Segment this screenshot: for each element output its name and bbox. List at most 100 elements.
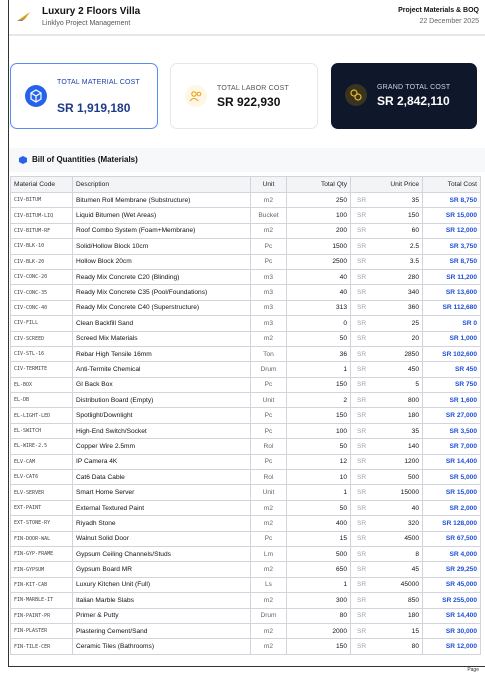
material-code: CIV-CONC-20 [10,268,73,286]
currency: SR [357,612,367,620]
price-amount: 320 [407,519,419,527]
total-cost: SR 112,680 [422,299,481,317]
table-row: ELV-CAT6 Cat6 Data Cable Rol 10 SR 500 SR 5,00… [10,469,481,486]
price-amount: 45000 [400,581,419,589]
unit-price: SR 2.5 [350,238,423,255]
price-amount: 35 [411,196,419,204]
description: Ready Mix Concrete C35 (Pool/Foundations… [72,284,251,301]
quantity: 80 [286,607,351,624]
price-amount: 450 [407,365,419,373]
section-header [9,148,485,172]
description: Ready Mix Concrete C40 (Superstructure) [72,299,251,317]
quantity: 50 [286,438,351,455]
description: Ceramic Tiles (Bathrooms) [72,638,251,655]
material-code: CIV-FILL [10,315,73,332]
currency: SR [357,212,367,220]
total-cost: SR 12,000 [422,222,481,240]
material-code: CIV-SCREED [10,330,73,347]
table-body: CIV-BITUM Bitumen Roll Membrane (Substruc… [10,191,481,655]
currency: SR [357,427,367,435]
icon [25,85,47,107]
quantity: 40 [286,268,351,286]
icon [345,84,367,106]
description: Walnut Solid Door [72,530,251,547]
material-code: EL-LIGHT-LED [10,407,73,424]
quantity: 1 [286,361,351,378]
material-code: ELV-SERVER [10,484,73,501]
currency: SR [357,227,367,235]
total-cost: SR 255,000 [422,592,481,609]
total-cost: SR 7,000 [422,438,481,455]
price-amount: 4500 [404,535,419,543]
description: Luxury Kitchen Unit (Full) [72,576,251,594]
material-code: CIV-BITUM-LIQ [10,207,73,224]
currency: SR [357,596,367,604]
unit-price: SR 180 [350,407,423,424]
section-title: Bill of Quantities (Materials) [32,155,138,164]
quantity: 100 [286,207,351,224]
grand-total-card: GRAND TOTAL COST SR 2,842,110 [331,63,477,129]
price-amount: 850 [407,596,419,604]
description: Spotlight/Downlight [72,407,251,424]
total-cost: SR 750 [422,376,481,394]
unit: m3 [250,268,287,286]
table-row: FIN-DOOR-WAL Walnut Solid Door Pc 15 SR 4500 S… [10,530,481,547]
quantity: 50 [286,330,351,347]
unit: Drum [250,607,287,624]
total-cost: SR 128,000 [422,515,481,532]
total-cost: SR 1,600 [422,392,481,409]
price-amount: 360 [407,304,419,312]
total-cost: SR 14,400 [422,607,481,624]
description: Bitumen Roll Membrane (Substructure) [72,191,251,209]
unit-price: SR 150 [350,207,423,224]
labor-cost-card: TOTAL LABOR COST SR 922,930 [170,63,318,129]
material-cost-card: TOTAL MATERIAL COST SR 1,919,180 [10,63,158,129]
unit: Pc [250,530,287,547]
currency: SR [357,627,367,635]
unit-price: SR 40 [350,499,423,517]
table-row: FIN-GYPSUM Gypsum Board MR m2 650 SR 45 SR 29,… [10,561,481,578]
quantity: 15 [286,530,351,547]
material-code: EL-WIRE-2.5 [10,438,73,455]
unit: m2 [250,499,287,517]
currency: SR [357,643,367,651]
unit-price: SR 35 [350,191,423,209]
unit: Pc [250,238,287,255]
page-frame [8,0,485,667]
unit: m3 [250,315,287,332]
description: Anti-Termite Chemical [72,361,251,378]
price-amount: 45 [411,566,419,574]
currency: SR [357,489,367,497]
table-row: EL-DB Distribution Board (Empty) Unit 2 SR 80… [10,392,481,409]
currency: SR [357,350,367,358]
unit-price: SR 25 [350,315,423,332]
description: Primer & Putty [72,607,251,624]
description: Italian Marble Slabs [72,592,251,609]
material-code: CIV-CONC-40 [10,299,73,317]
unit-price: SR 20 [350,330,423,347]
description: Solid/Hollow Block 10cm [72,238,251,255]
price-amount: 800 [407,396,419,404]
unit: Drum [250,361,287,378]
description: Screed Mix Materials [72,330,251,347]
material-code: CIV-CONC-35 [10,284,73,301]
description: High-End Switch/Socket [72,422,251,440]
table-row: CIV-BLK-10 Solid/Hollow Block 10cm Pc 1500 S… [10,238,481,255]
quantity: 0 [286,315,351,332]
unit-price: SR 60 [350,222,423,240]
material-code: EL-BOX [10,376,73,394]
table-row: CIV-BLK-20 Hollow Block 20cm Pc 2500 SR 3.5 SR… [10,253,481,270]
quantity: 150 [286,376,351,394]
total-cost: SR 15,000 [422,207,481,224]
description: Clean Backfill Sand [72,315,251,332]
material-code: EL-DB [10,392,73,409]
unit-price: SR 850 [350,592,423,609]
material-code: ELV-CAT6 [10,469,73,486]
unit: m3 [250,284,287,301]
unit-price: SR 35 [350,422,423,440]
description: Rebar High Tensile 16mm [72,345,251,363]
unit-price: SR 800 [350,392,423,409]
currency: SR [357,258,367,266]
description: Liquid Bitumen (Wet Areas) [72,207,251,224]
description: Ready Mix Concrete C20 (Blinding) [72,268,251,286]
